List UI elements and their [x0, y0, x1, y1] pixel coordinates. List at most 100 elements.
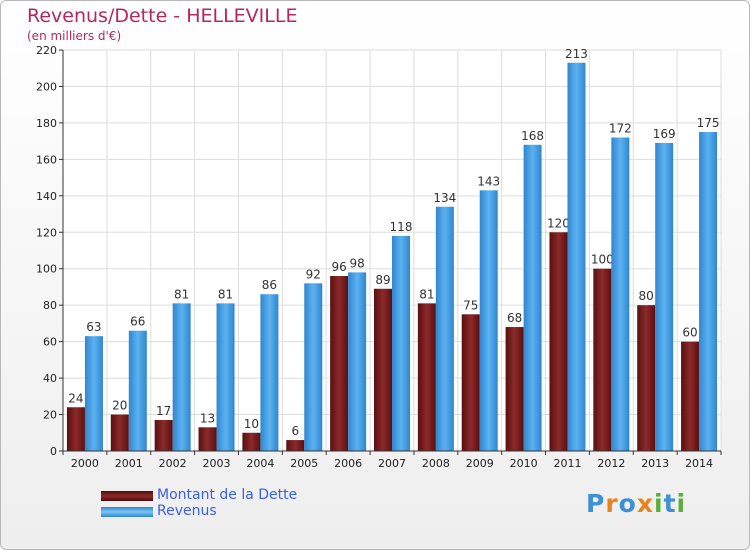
x-tick-label: 2012 [597, 457, 625, 470]
data-label-dette-2002: 17 [156, 404, 171, 418]
bar-dette-2010 [505, 327, 524, 451]
x-tick-label: 2002 [159, 457, 187, 470]
data-label-dette-2010: 68 [507, 311, 522, 325]
y-tick-label: 100 [36, 263, 57, 276]
bar-dette-2003 [198, 427, 217, 451]
bar-revenus-2011 [567, 62, 586, 451]
legend-swatch-revenus [101, 507, 153, 517]
data-label-revenus-2008: 134 [433, 191, 456, 205]
x-tick-label: 2007 [378, 457, 406, 470]
data-label-dette-2004: 10 [244, 417, 259, 431]
x-tick-label: 2005 [290, 457, 318, 470]
data-label-revenus-2013: 169 [653, 127, 676, 141]
x-tick-label: 2008 [422, 457, 450, 470]
data-label-revenus-2003: 81 [218, 287, 233, 301]
data-label-revenus-2009: 143 [477, 174, 500, 188]
data-label-dette-2003: 13 [200, 411, 215, 425]
data-label-dette-2008: 81 [419, 287, 434, 301]
data-label-revenus-2011: 213 [565, 47, 588, 61]
data-label-dette-2013: 80 [639, 289, 654, 303]
logo-letter: r [605, 489, 619, 518]
data-label-dette-2007: 89 [375, 273, 390, 287]
data-label-dette-2011: 120 [547, 216, 570, 230]
bar-dette-2002 [154, 420, 173, 451]
y-tick-label: 80 [43, 299, 57, 312]
data-label-revenus-2001: 66 [130, 315, 145, 329]
bar-dette-2013 [637, 305, 656, 451]
x-tick-label: 2001 [115, 457, 143, 470]
legend-label-revenus: Revenus [157, 503, 217, 519]
bar-dette-2004 [242, 432, 261, 451]
x-tick-label: 2006 [334, 457, 362, 470]
x-tick-label: 2003 [203, 457, 231, 470]
logo-letter: o [618, 489, 637, 518]
proxiti-logo: Proxiti [586, 489, 686, 518]
data-label-revenus-2000: 63 [86, 320, 101, 334]
bar-dette-2005 [286, 440, 305, 451]
x-tick-label: 2000 [71, 457, 99, 470]
x-tick-label: 2004 [246, 457, 274, 470]
bar-dette-2009 [461, 314, 480, 451]
logo-letter: i [654, 489, 664, 518]
y-tick-label: 120 [36, 226, 57, 239]
data-label-dette-2005: 6 [291, 424, 299, 438]
logo-letter: P [586, 489, 606, 518]
x-tick-label: 2014 [685, 457, 713, 470]
bar-revenus-2007 [392, 235, 410, 451]
data-label-dette-2014: 60 [682, 326, 697, 340]
bar-revenus-2001 [128, 330, 147, 451]
bar-revenus-2009 [479, 190, 498, 451]
logo-letter: i [676, 489, 687, 518]
x-tick-label: 2011 [553, 457, 581, 470]
y-tick-label: 60 [43, 336, 57, 349]
data-label-revenus-2002: 81 [174, 287, 189, 301]
bar-dette-2001 [110, 414, 129, 451]
y-tick-label: 140 [36, 190, 57, 203]
bar-revenus-2005 [304, 283, 323, 451]
bar-dette-2006 [330, 276, 349, 451]
data-label-revenus-2004: 86 [262, 278, 277, 292]
logo-letter: x [636, 489, 654, 518]
data-label-revenus-2005: 92 [306, 267, 321, 281]
data-label-revenus-2007: 118 [390, 220, 413, 234]
bar-revenus-2010 [523, 144, 542, 452]
legend-label-dette: Montant de la Dette [157, 487, 298, 503]
logo-letter: t [663, 489, 677, 518]
data-label-dette-2006: 96 [331, 260, 346, 274]
bar-revenus-2004 [260, 294, 279, 451]
y-tick-label: 0 [50, 445, 57, 458]
bar-revenus-2008 [435, 206, 454, 451]
bar-dette-2014 [681, 341, 700, 451]
y-tick-label: 220 [36, 44, 57, 57]
bar-revenus-2002 [172, 303, 191, 451]
bar-dette-2008 [417, 303, 436, 451]
data-label-revenus-2010: 168 [521, 129, 544, 143]
y-tick-label: 180 [36, 117, 57, 130]
bar-revenus-2014 [699, 132, 718, 452]
bar-dette-2012 [593, 268, 612, 451]
data-label-dette-2000: 24 [68, 391, 83, 405]
chart-title: Revenus/Dette - HELLEVILLE [27, 5, 298, 27]
chart-subtitle: (en milliers d'€) [27, 29, 122, 43]
data-label-dette-2012: 100 [591, 253, 614, 267]
x-tick-label: 2009 [466, 457, 494, 470]
data-label-revenus-2014: 175 [697, 116, 720, 130]
y-tick-label: 200 [36, 80, 57, 93]
y-tick-label: 40 [43, 372, 57, 385]
bar-revenus-2003 [216, 303, 235, 451]
legend-swatch-dette [101, 491, 153, 501]
x-tick-label: 2013 [641, 457, 669, 470]
y-tick-label: 20 [43, 409, 57, 422]
bar-dette-2011 [549, 232, 568, 451]
bar-revenus-2012 [611, 137, 630, 451]
data-label-dette-2001: 20 [112, 399, 127, 413]
bar-dette-2000 [66, 407, 85, 451]
x-tick-label: 2010 [510, 457, 538, 470]
bar-revenus-2006 [348, 272, 367, 451]
y-tick-label: 160 [36, 153, 57, 166]
data-label-revenus-2012: 172 [609, 121, 632, 135]
bar-dette-2007 [374, 288, 392, 451]
data-label-revenus-2006: 98 [349, 256, 364, 270]
